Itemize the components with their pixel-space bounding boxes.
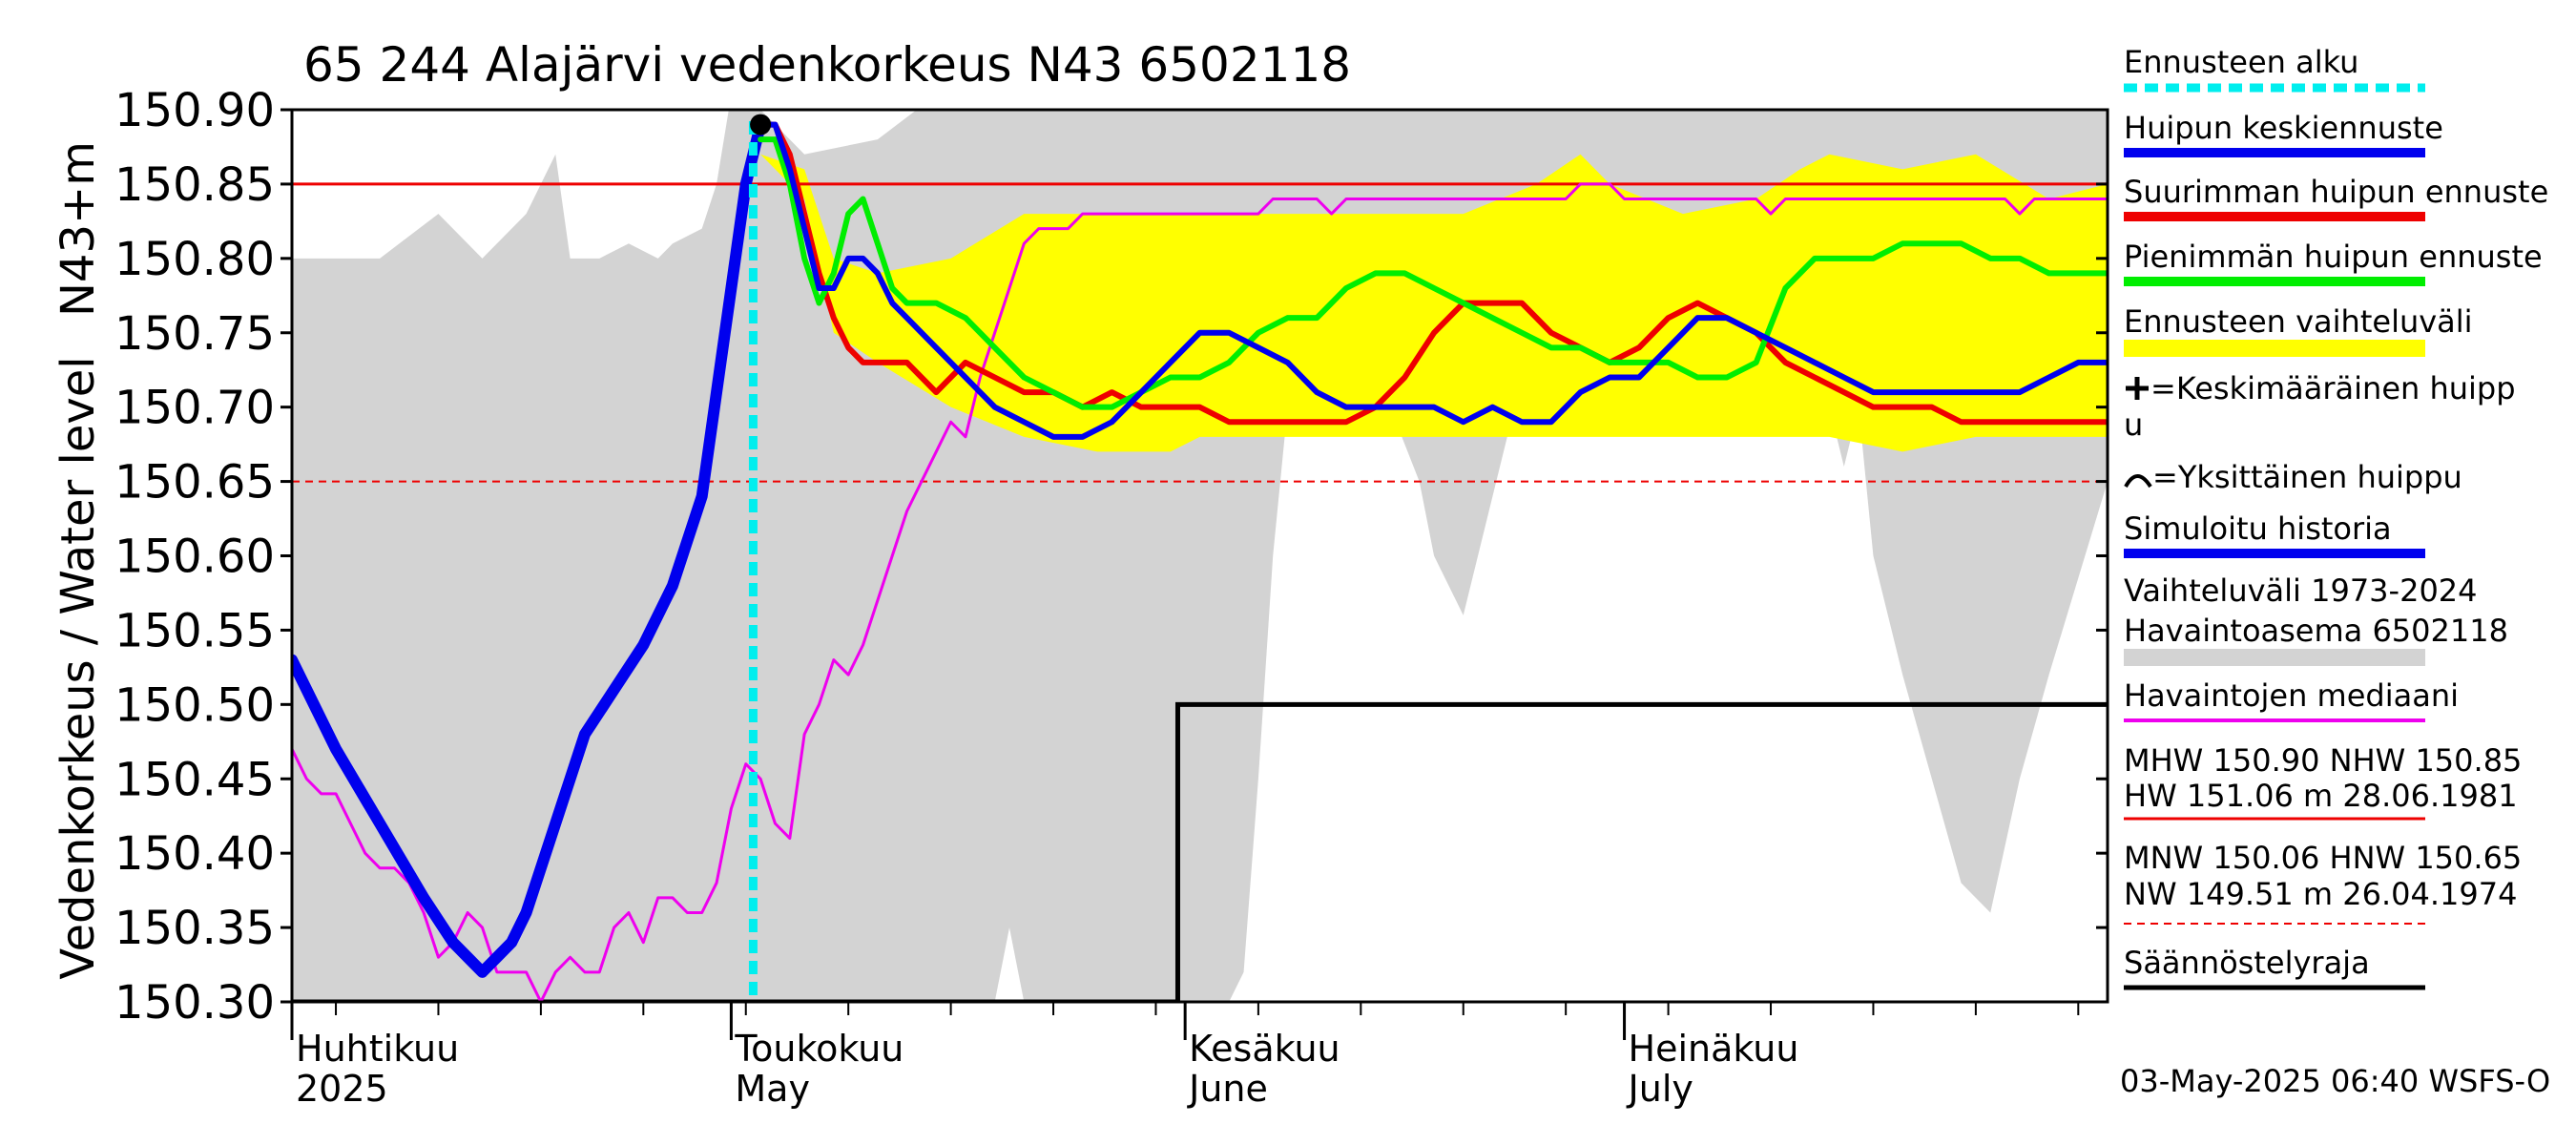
y-tick-label: 150.70 (114, 382, 275, 435)
x-month-label-en: May (735, 1068, 810, 1110)
legend-regulation-label: Säännöstelyraja (2124, 945, 2370, 981)
legend-min-peak-label: Pienimmän huipun ennuste (2124, 239, 2543, 275)
legend-forecast-start-label: Ennusteen alku (2124, 44, 2358, 80)
legend-forecast-range-swatch (2124, 340, 2425, 357)
min-peak-forecast-line (758, 136, 2108, 410)
x-month-label-en: June (1187, 1068, 1268, 1110)
y-tick-label: 150.40 (114, 827, 275, 881)
legend-forecast-range-label: Ennusteen vaihteluväli (2124, 303, 2473, 340)
x-month-label-fi: Kesäkuu (1189, 1028, 1340, 1070)
y-tick-label: 150.50 (114, 678, 275, 732)
y-tick-label: 150.80 (114, 233, 275, 286)
legend-single-peak-label: =Yksittäinen huippu (2152, 459, 2462, 495)
x-month-label-en: July (1627, 1068, 1693, 1110)
y-tick-label: 150.35 (114, 902, 275, 955)
axes: 150.30 150.35 150.40 150.45 150.50 150.55 150.… (114, 84, 2109, 1110)
peak-marker (750, 114, 772, 135)
y-tick-label: 150.65 (114, 456, 275, 510)
x-month-label-fi: Heinäkuu (1629, 1028, 1799, 1070)
legend-mean-peak-marker-label-cont: u (2124, 406, 2143, 443)
legend-mhw-label-2: HW 151.06 m 28.06.1981 (2124, 778, 2518, 814)
y-tick-label: 150.85 (114, 158, 275, 212)
y-tick-label: 150.55 (114, 604, 275, 657)
legend-history-range-swatch (2124, 649, 2425, 666)
legend-mnw-label-1: MNW 150.06 HNW 150.65 (2124, 840, 2522, 876)
legend: Ennusteen alku Huipun keskiennuste Suurimm… (2124, 44, 2548, 990)
y-tick-label: 150.30 (114, 976, 275, 1030)
median-series-line (292, 182, 2108, 1002)
legend-history-range-label-1: Vaihteluväli 1973-2024 (2124, 572, 2478, 609)
regulation-limit-line (292, 701, 2108, 1002)
simulated-history-line (292, 118, 767, 978)
legend-history-range-label-2: Havaintoasema 6502118 (2124, 613, 2508, 649)
legend-mean-peak-marker-label: =Keskimääräinen huipp (2150, 370, 2516, 406)
y-tick-label: 150.45 (114, 753, 275, 806)
legend-mhw-label-1: MHW 150.90 NHW 150.85 (2124, 742, 2522, 779)
chart-title: 65 244 Alajärvi vedenkorkeus N43 6502118 (303, 37, 1351, 93)
plus-icon (2126, 377, 2149, 400)
arc-peak-icon (2124, 474, 2152, 489)
legend-mean-peak-label: Huipun keskiennuste (2124, 110, 2443, 146)
timestamp: 03-May-2025 06:40 WSFS-O (2120, 1063, 2550, 1099)
plot-area (292, 110, 2108, 1002)
x-month-label-fi: Toukokuu (734, 1028, 904, 1070)
mean-peak-forecast-line (758, 121, 2108, 440)
legend-simulated-label: Simuloitu historia (2124, 510, 2392, 547)
y-axis-unit-label: N43+m (52, 141, 105, 317)
forecast-range-band (760, 154, 2108, 452)
x-month-label-fi: Huhtikuu (296, 1028, 459, 1070)
y-axis-label: Vedenkorkeus / Water level (52, 356, 105, 979)
x-month-label-en: 2025 (296, 1068, 388, 1110)
y-tick-label: 150.60 (114, 531, 275, 584)
legend-mnw-label-2: NW 149.51 m 26.04.1974 (2124, 876, 2517, 912)
y-tick-label: 150.75 (114, 307, 275, 361)
legend-median-label: Havaintojen mediaani (2124, 677, 2459, 714)
y-tick-label: 150.90 (114, 84, 275, 137)
legend-max-peak-label: Suurimman huipun ennuste (2124, 174, 2548, 210)
